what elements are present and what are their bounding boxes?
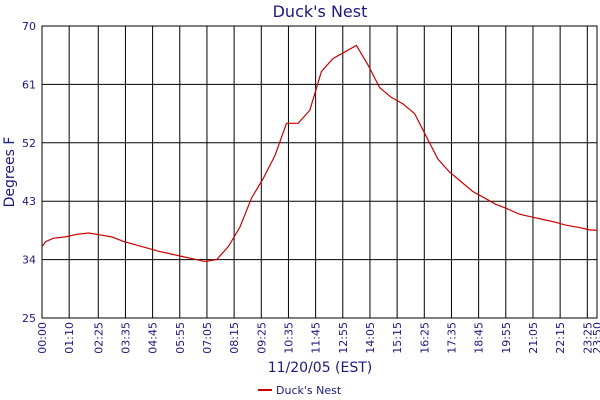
y-tick-label: 70: [22, 20, 36, 33]
x-tick-label: 05:55: [174, 322, 187, 354]
x-tick-label: 16:25: [418, 322, 431, 354]
y-tick-label: 43: [22, 195, 36, 208]
x-tick-label: 23:25: [581, 322, 594, 354]
x-tick-label: 10:35: [282, 322, 295, 354]
x-tick-label: 14:05: [364, 322, 377, 354]
x-tick-label: 23:50: [591, 322, 600, 354]
y-tick-label: 52: [22, 137, 36, 150]
x-tick-label: 07:05: [201, 322, 214, 354]
x-tick-label: 21:05: [527, 322, 540, 354]
chart-title: Duck's Nest: [273, 2, 368, 21]
x-tick-label: 12:55: [337, 322, 350, 354]
y-tick-label: 61: [22, 78, 36, 91]
x-tick-label: 17:35: [445, 322, 458, 354]
x-tick-label: 03:35: [119, 322, 132, 354]
x-tick-label: 15:15: [391, 322, 404, 354]
y-axis-label: Degrees F: [2, 137, 18, 208]
x-tick-label: 11:45: [310, 322, 323, 354]
x-tick-label: 00:00: [36, 322, 49, 354]
legend-label: Duck's Nest: [276, 384, 342, 397]
x-tick-label: 04:45: [147, 322, 160, 354]
x-tick-label: 19:55: [500, 322, 513, 354]
plot-area: [41, 25, 598, 319]
x-tick-label: 01:10: [63, 322, 76, 354]
y-tick-label: 34: [22, 254, 36, 267]
x-tick-label: 22:15: [554, 322, 567, 354]
x-tick-label: 02:25: [92, 322, 105, 354]
x-tick-label: 18:45: [473, 322, 486, 354]
x-tick-label: 08:15: [228, 322, 241, 354]
x-tick-label: 09:25: [255, 322, 268, 354]
y-tick-label: 25: [22, 312, 36, 325]
data-line: [41, 44, 598, 263]
x-axis-label: 11/20/05 (EST): [268, 360, 373, 376]
